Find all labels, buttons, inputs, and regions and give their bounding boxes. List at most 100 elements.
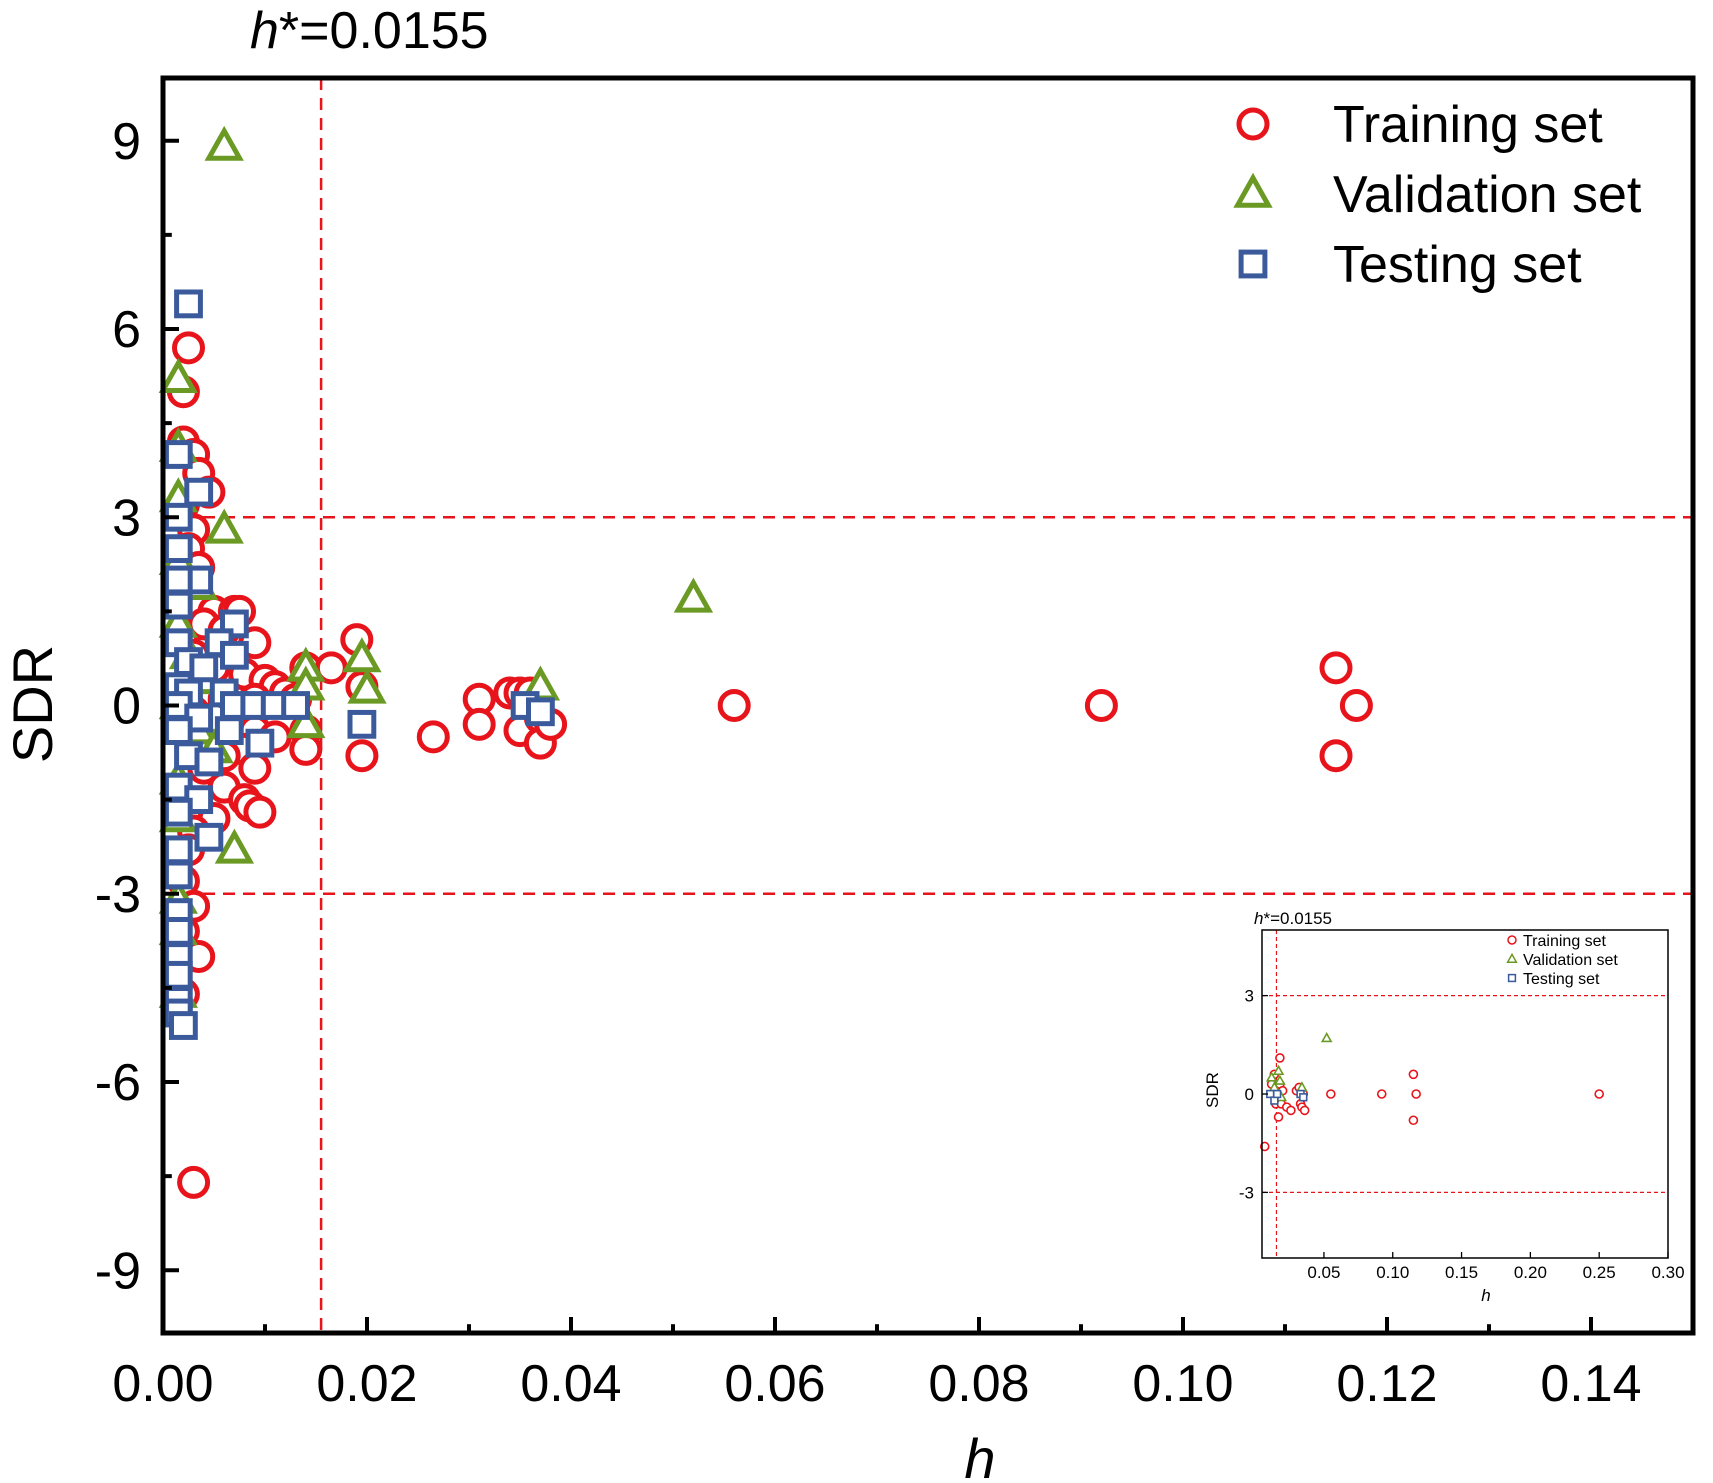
inset-y-axis-ticks: -3 0 3 bbox=[1239, 987, 1268, 1202]
y-tick-label: 9 bbox=[112, 113, 141, 171]
data-point bbox=[673, 577, 714, 613]
data-point bbox=[177, 1165, 211, 1199]
data-point bbox=[1299, 1093, 1308, 1102]
data-point bbox=[1326, 1089, 1336, 1099]
data-point bbox=[174, 289, 203, 319]
data-point bbox=[238, 751, 272, 785]
inset-legend: Training set Validation set Testing set bbox=[1506, 933, 1618, 988]
data-point bbox=[1274, 1074, 1286, 1085]
data-point bbox=[717, 689, 751, 722]
x-tick-label: 0.05 bbox=[1307, 1263, 1340, 1282]
data-point bbox=[163, 797, 193, 827]
data-point bbox=[163, 534, 193, 564]
legend-label: Testing set bbox=[1523, 971, 1600, 988]
y-axis-title: SDR bbox=[1, 645, 64, 763]
data-point bbox=[163, 440, 193, 469]
data-point bbox=[1259, 1141, 1270, 1152]
x-tick-label: 0.00 bbox=[112, 1355, 213, 1413]
data-point bbox=[163, 835, 193, 865]
y-tick-label: 6 bbox=[112, 301, 141, 359]
y-tick-label: -3 bbox=[1239, 1183, 1254, 1202]
legend-label: Validation set bbox=[1523, 952, 1618, 969]
data-point bbox=[1273, 1112, 1284, 1122]
data-point bbox=[416, 720, 450, 754]
y-tick-label: -3 bbox=[95, 866, 141, 924]
inset-h-star-annotation: h*=0.0155 bbox=[1254, 909, 1332, 928]
x-tick-label: 0.30 bbox=[1651, 1263, 1684, 1282]
y-axis-ticks: -9 -6 -3 0 3 6 9 bbox=[95, 113, 179, 1300]
data-point bbox=[169, 1011, 198, 1040]
circle-series bbox=[1259, 1053, 1604, 1152]
data-point bbox=[1275, 1053, 1285, 1063]
data-point bbox=[214, 828, 255, 864]
legend-label: Validation set bbox=[1333, 166, 1642, 224]
h-star-annotation: h*=0.0155 bbox=[250, 2, 489, 60]
data-point bbox=[194, 747, 224, 777]
data-point bbox=[1594, 1089, 1604, 1099]
data-point bbox=[342, 637, 382, 673]
data-point bbox=[526, 697, 555, 727]
data-point bbox=[184, 477, 214, 507]
data-point bbox=[1299, 1105, 1310, 1116]
circle-series bbox=[166, 331, 1373, 1199]
data-point bbox=[158, 358, 198, 393]
data-point bbox=[243, 795, 277, 829]
data-point bbox=[1319, 651, 1353, 685]
data-point bbox=[163, 716, 193, 746]
y-tick-label: 3 bbox=[112, 489, 141, 547]
threshold-lines bbox=[163, 78, 1693, 1333]
data-point bbox=[1411, 1089, 1421, 1099]
triangle-series bbox=[158, 125, 714, 1008]
data-point bbox=[286, 703, 326, 739]
x-tick-label: 0.08 bbox=[928, 1355, 1029, 1413]
data-point bbox=[189, 653, 219, 683]
legend: Training set Validation set Testing set bbox=[1233, 96, 1642, 294]
legend-label: Training set bbox=[1333, 96, 1603, 154]
x-axis-ticks: 0.00 0.02 0.04 0.06 0.08 0.10 0.12 0.14 bbox=[112, 1317, 1642, 1413]
x-tick-label: 0.20 bbox=[1514, 1263, 1547, 1282]
inset-x-axis-ticks: 0.05 0.10 0.15 0.20 0.25 0.30 bbox=[1307, 1252, 1685, 1282]
data-point bbox=[289, 732, 323, 766]
data-points bbox=[158, 125, 1373, 1199]
data-point bbox=[220, 640, 249, 670]
data-point bbox=[163, 590, 193, 620]
x-tick-label: 0.02 bbox=[316, 1355, 417, 1413]
data-point bbox=[347, 709, 377, 739]
data-point bbox=[462, 707, 496, 741]
data-point bbox=[1319, 739, 1353, 773]
x-tick-label: 0.14 bbox=[1540, 1355, 1641, 1413]
y-tick-label: 3 bbox=[1245, 987, 1254, 1006]
inset-y-axis-title: SDR bbox=[1203, 1072, 1222, 1108]
x-axis-title: h bbox=[964, 1427, 995, 1483]
inset-plot: h*=0.0155 0.05 0.10 0.15 0.20 0.25 0.30 -303 … bbox=[1203, 909, 1685, 1305]
square-series bbox=[1266, 1089, 1308, 1105]
data-point bbox=[172, 331, 205, 365]
x-tick-label: 0.12 bbox=[1336, 1355, 1437, 1413]
y-tick-label: -6 bbox=[95, 1054, 141, 1112]
data-point bbox=[163, 565, 193, 595]
inset-data-points bbox=[1259, 1032, 1604, 1152]
data-point bbox=[194, 822, 224, 852]
y-tick-label: -9 bbox=[95, 1242, 141, 1300]
x-tick-label: 0.10 bbox=[1376, 1263, 1409, 1282]
data-point bbox=[163, 860, 193, 890]
data-point bbox=[347, 668, 387, 704]
legend-marker-triangle bbox=[1233, 172, 1273, 208]
legend-label: Training set bbox=[1523, 933, 1607, 950]
x-tick-label: 0.06 bbox=[724, 1355, 825, 1413]
y-tick-label: 0 bbox=[112, 678, 141, 736]
data-point bbox=[1339, 689, 1373, 722]
data-point bbox=[204, 125, 244, 161]
inset-threshold-lines bbox=[1262, 930, 1668, 1258]
x-tick-label: 0.04 bbox=[520, 1355, 621, 1413]
x-tick-label: 0.10 bbox=[1132, 1355, 1233, 1413]
y-tick-label: 0 bbox=[1245, 1085, 1254, 1104]
legend-marker-square bbox=[1238, 249, 1268, 279]
data-point bbox=[163, 960, 193, 990]
data-point bbox=[1265, 1071, 1278, 1082]
legend-marker-circle bbox=[1236, 107, 1270, 141]
legend-label: Testing set bbox=[1333, 236, 1582, 294]
data-point bbox=[1084, 689, 1118, 722]
